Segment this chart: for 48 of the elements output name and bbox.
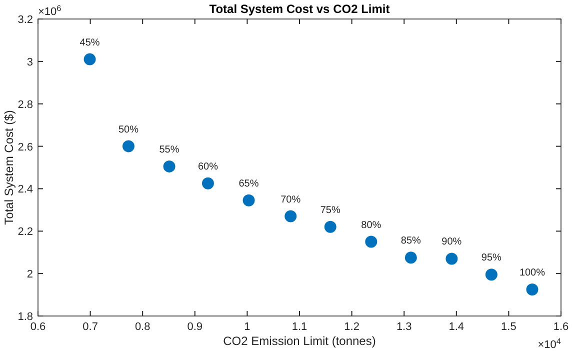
y-tick-label: 2.4 (18, 184, 33, 196)
point (485, 268, 498, 281)
x-tick-label: 1 (244, 321, 250, 333)
point (122, 140, 134, 152)
annotation: 90% (442, 236, 462, 248)
x-tick-label: 0.9 (187, 321, 203, 333)
annotation: 95% (481, 252, 502, 264)
annotation: 100% (519, 267, 546, 278)
point (284, 210, 297, 222)
point (324, 220, 336, 233)
y-tick-label: 2.2 (18, 226, 33, 238)
x-tick-label: 1.1 (292, 321, 308, 333)
annotation: 80% (361, 220, 382, 231)
y-axis-title: Total System Cost ($) (2, 110, 16, 225)
annotation: 60% (198, 161, 218, 172)
annotation: 65% (238, 178, 259, 190)
annotation: 50% (118, 124, 139, 136)
annotation: 45% (80, 37, 100, 48)
x-tick-label: 1.4 (448, 321, 464, 333)
point (526, 283, 538, 296)
y-tick-label: 2 (26, 268, 33, 281)
annotation: 55% (159, 144, 180, 156)
x-tick-label: 0.6 (30, 321, 46, 333)
chart-title: Total System Cost vs CO2 Limit (209, 2, 390, 16)
x-tick-label: 1.6 (553, 321, 569, 333)
x-tick-label: 1.3 (396, 321, 412, 333)
x-axis-title: CO2 Emission Limit (tonnes) (223, 334, 376, 348)
annotation: 75% (320, 204, 340, 216)
y-tick-label: 2.6 (18, 141, 33, 154)
text: ×10$^{4}$ (538, 336, 562, 351)
point (202, 177, 214, 190)
point (404, 252, 417, 264)
point (163, 160, 176, 172)
y-tick-label: 2.8 (18, 98, 33, 111)
point (365, 236, 378, 248)
x-tick-label: 1.5 (501, 321, 516, 333)
y-tick-label: 3.2 (18, 14, 33, 26)
point (446, 252, 458, 265)
point (242, 194, 255, 206)
annotation: 85% (400, 236, 422, 247)
x-tick-label: 0.7 (82, 321, 98, 333)
y-tick-label: 3 (26, 56, 33, 68)
text: ×10$^{6}$ (38, 4, 62, 18)
x-tick-label: 0.8 (134, 321, 150, 333)
point (84, 53, 96, 66)
y-tick-label: 1.8 (18, 311, 33, 323)
x-tick-label: 1.2 (344, 321, 360, 333)
annotation: 70% (280, 194, 301, 206)
